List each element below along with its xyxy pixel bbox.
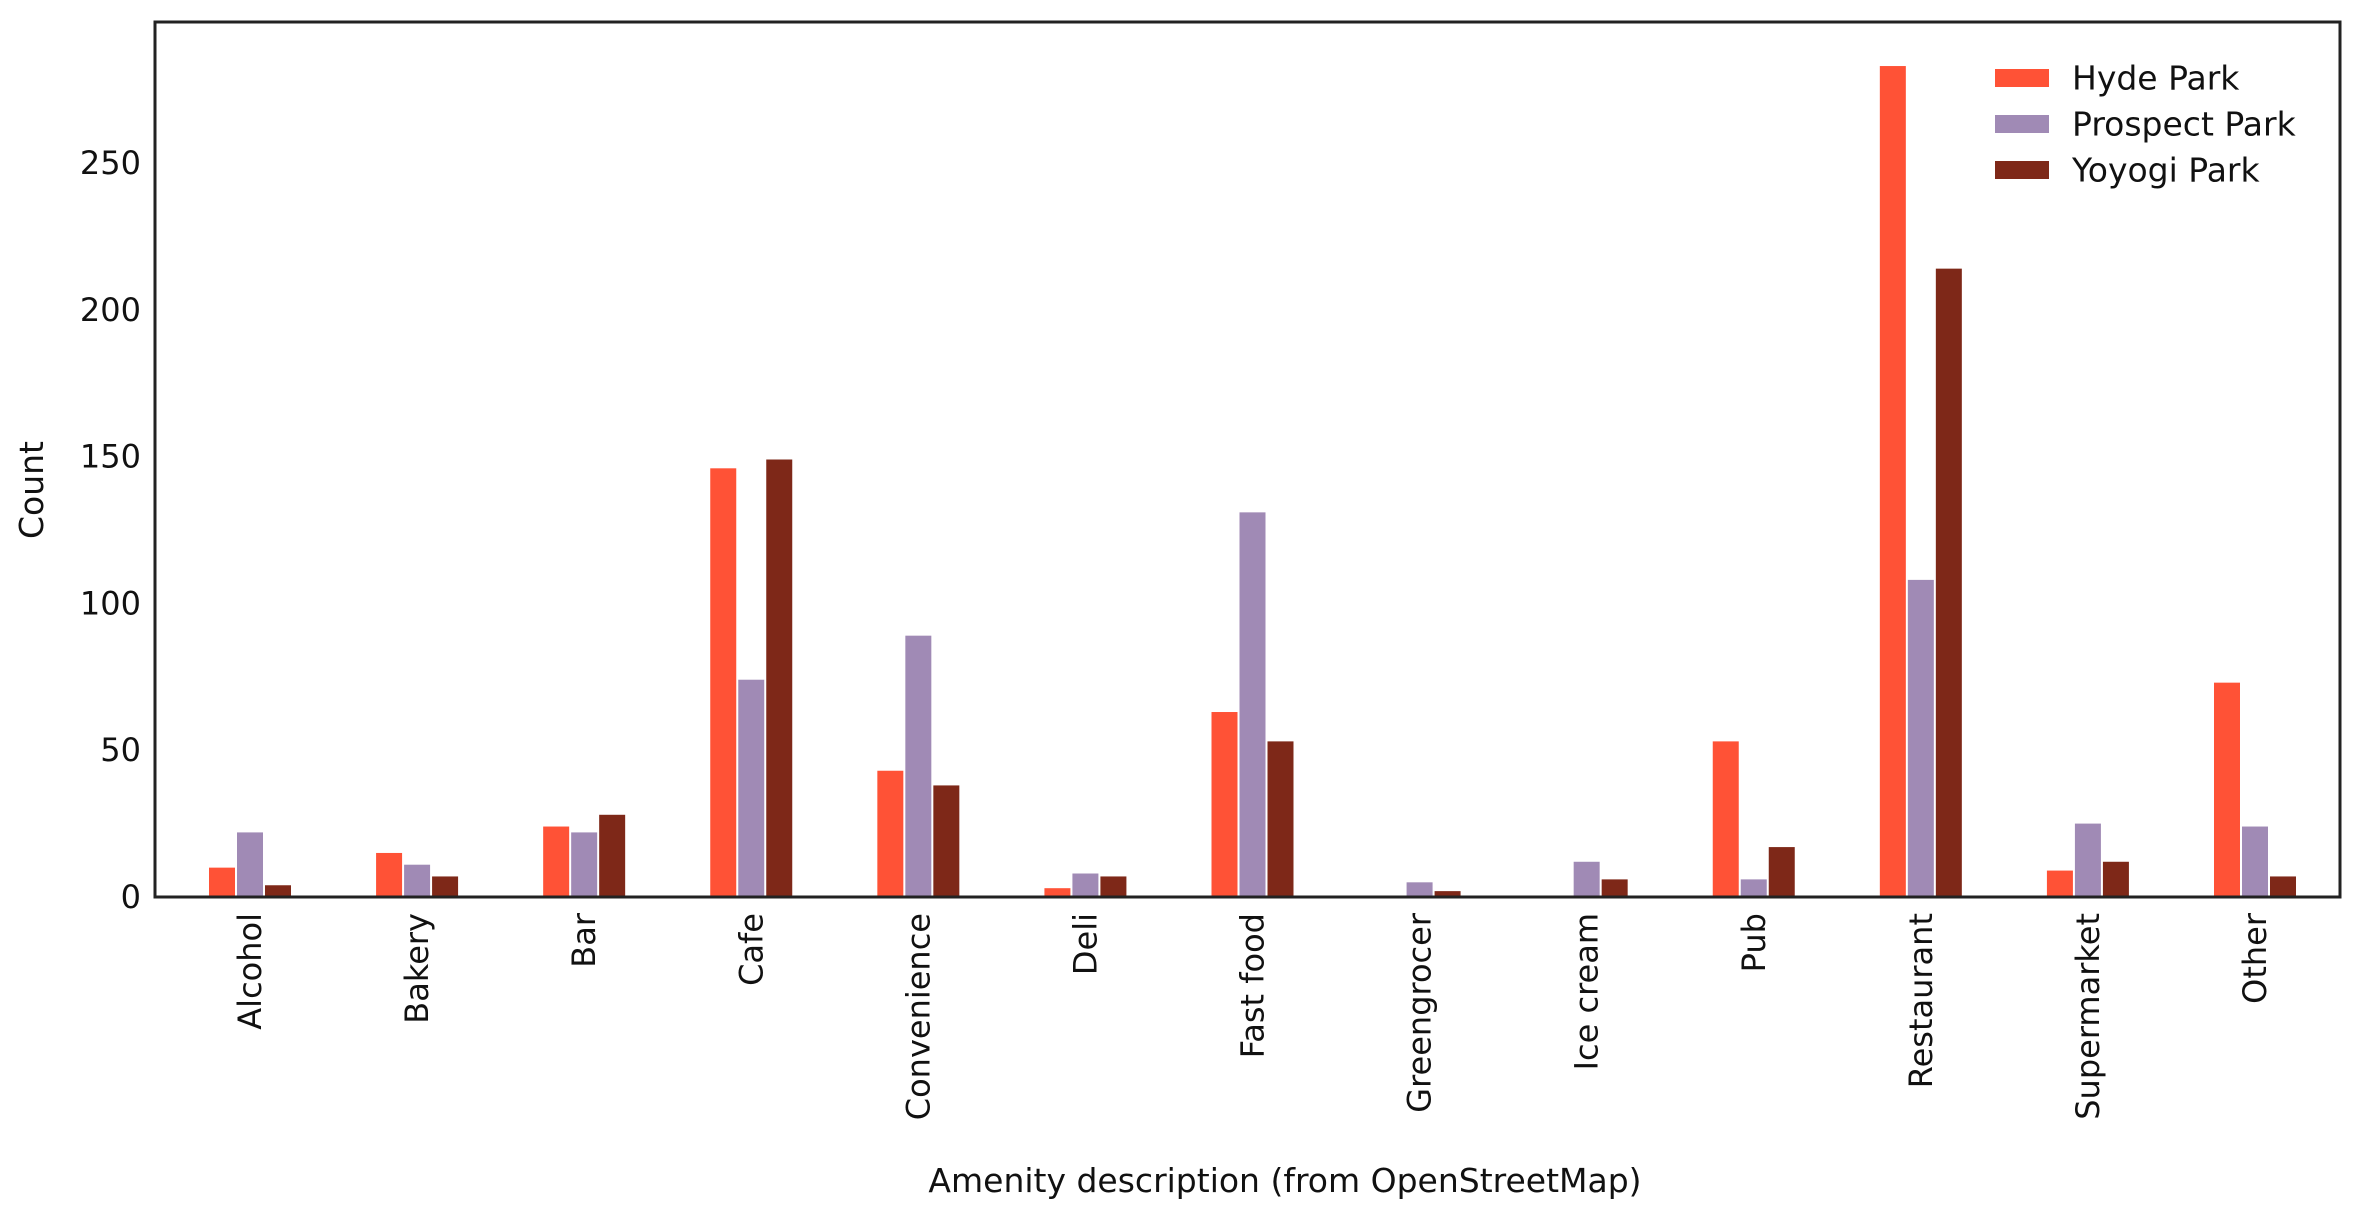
bar-prospect-park-pub — [1740, 879, 1767, 897]
x-tick-label: Bakery — [398, 913, 436, 1024]
bar-hyde-park-bakery — [376, 852, 403, 897]
x-tick-label: Deli — [1066, 913, 1104, 975]
legend: Hyde Park Prospect Park Yoyogi Park — [1995, 59, 2297, 190]
bar-prospect-park-ice-cream — [1573, 861, 1600, 897]
bar-hyde-park-fast-food — [1211, 712, 1238, 897]
bar-yoyogi-park-fast-food — [1267, 741, 1294, 897]
bar-prospect-park-bar — [571, 832, 598, 897]
x-tick-label: Restaurant — [1902, 913, 1940, 1088]
bar-prospect-park-greengrocer — [1406, 882, 1433, 897]
legend-swatch-hyde-park — [1995, 69, 2049, 87]
y-tick-label: 100 — [80, 584, 141, 622]
x-tick-label: Other — [2236, 912, 2274, 1004]
bar-hyde-park-bar — [543, 826, 570, 897]
bar-hyde-park-deli — [1044, 888, 1071, 897]
bar-yoyogi-park-other — [2270, 876, 2296, 897]
bar-prospect-park-other — [2242, 826, 2268, 897]
bar-hyde-park-other — [2214, 682, 2240, 897]
x-axis-title: Amenity description (from OpenStreetMap) — [928, 1161, 1641, 1200]
bar-hyde-park-restaurant — [1879, 66, 1906, 897]
legend-swatch-yoyogi-park — [1995, 161, 2049, 179]
x-tick-label: Ice cream — [1568, 913, 1606, 1070]
bar-yoyogi-park-pub — [1768, 847, 1795, 897]
bar-yoyogi-park-supermarket — [2102, 861, 2129, 897]
legend-label-prospect-park: Prospect Park — [2072, 105, 2297, 144]
x-tick-label: Greengrocer — [1401, 912, 1439, 1113]
bar-prospect-park-deli — [1072, 873, 1099, 897]
bar-prospect-park-convenience — [905, 635, 932, 897]
bar-yoyogi-park-restaurant — [1935, 268, 1962, 897]
bar-prospect-park-fast-food — [1239, 512, 1266, 897]
legend-swatch-prospect-park — [1995, 115, 2049, 133]
bar-yoyogi-park-cafe — [766, 459, 793, 897]
y-tick-label: 150 — [80, 438, 141, 476]
bar-yoyogi-park-greengrocer — [1434, 891, 1461, 897]
legend-label-hyde-park: Hyde Park — [2072, 59, 2240, 98]
y-tick-label: 0 — [121, 878, 141, 916]
bar-yoyogi-park-alcohol — [265, 885, 291, 897]
legend-label-yoyogi-park: Yoyogi Park — [2071, 151, 2260, 190]
bar-hyde-park-cafe — [710, 468, 737, 897]
bar-yoyogi-park-bar — [599, 814, 626, 897]
y-axis-title: Count — [12, 441, 51, 539]
x-tick-label: Pub — [1735, 913, 1773, 972]
bar-prospect-park-cafe — [738, 679, 765, 897]
bar-prospect-park-restaurant — [1907, 579, 1934, 897]
x-tick-label: Convenience — [899, 913, 937, 1120]
x-tick-label: Fast food — [1234, 913, 1272, 1058]
x-tick-label: Alcohol — [231, 913, 269, 1030]
bar-hyde-park-convenience — [877, 770, 904, 897]
x-axis-ticks: Alcohol Bakery Bar Cafe Convenience Deli Fast … — [231, 912, 2274, 1120]
y-tick-label: 200 — [80, 291, 141, 329]
bar-hyde-park-alcohol — [209, 867, 235, 897]
x-tick-label: Bar — [565, 912, 603, 968]
bar-prospect-park-bakery — [404, 864, 431, 897]
x-tick-label: Cafe — [732, 913, 770, 986]
y-tick-label: 50 — [100, 731, 141, 769]
y-axis-ticks: 0 50 100 150 200 250 — [80, 144, 141, 916]
y-tick-label: 250 — [80, 144, 141, 182]
bar-yoyogi-park-convenience — [933, 785, 960, 897]
plot-area-frame — [153, 20, 2342, 899]
bar-prospect-park-supermarket — [2074, 823, 2101, 897]
bar-prospect-park-alcohol — [237, 832, 263, 897]
bar-yoyogi-park-bakery — [432, 876, 459, 897]
bar-hyde-park-supermarket — [2046, 870, 2073, 897]
bar-yoyogi-park-ice-cream — [1601, 879, 1628, 897]
bar-yoyogi-park-deli — [1100, 876, 1127, 897]
x-tick-label: Supermarket — [2069, 913, 2107, 1120]
bar-hyde-park-pub — [1712, 741, 1739, 897]
bars-layer — [209, 66, 2296, 897]
